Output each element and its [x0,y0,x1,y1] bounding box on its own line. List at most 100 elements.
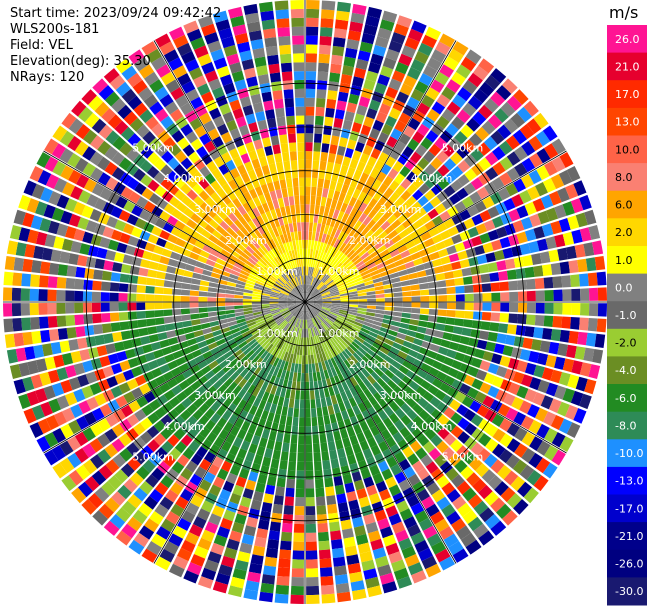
velocity-gate [237,87,249,99]
velocity-gate [239,226,249,236]
velocity-gate [310,336,315,346]
velocity-gate [293,308,300,317]
velocity-gate [487,363,499,375]
velocity-gate [485,252,496,263]
velocity-gate [263,253,272,263]
colorbar-swatch [607,494,647,523]
velocity-gate [341,350,350,360]
velocity-gate [310,204,315,214]
colorbar-swatch [607,439,647,468]
velocity-gate [366,262,377,270]
velocity-gate [364,318,374,324]
velocity-gate [111,151,125,166]
velocity-gate [324,264,331,274]
velocity-gate [459,259,470,269]
velocity-gate [533,475,549,492]
velocity-gate [115,507,131,523]
velocity-gate [235,283,245,289]
velocity-gate [378,183,389,194]
velocity-gate [273,257,281,266]
velocity-gate [194,466,207,479]
velocity-gate [363,428,373,440]
velocity-gate [324,318,333,326]
velocity-gate [450,179,463,192]
velocity-gate [359,41,373,53]
velocity-gate [287,297,297,301]
velocity-gate [315,231,320,242]
velocity-gate [253,454,263,465]
velocity-gate [286,178,293,188]
velocity-gate [389,412,400,424]
velocity-gate [263,352,271,362]
range-ring-label: 2.00km [225,358,267,371]
velocity-gate [328,284,337,290]
velocity-gate [428,309,438,316]
velocity-gate [443,533,459,548]
velocity-gate [288,250,294,260]
velocity-gate [251,177,260,189]
velocity-gate [212,10,228,23]
velocity-gate [467,226,479,238]
velocity-gate [208,375,219,385]
velocity-gate [56,303,66,314]
velocity-gate [327,267,335,276]
velocity-gate [312,327,316,337]
velocity-gate [417,369,428,379]
velocity-gate [92,280,102,291]
velocity-gate [252,376,261,387]
velocity-gate [203,332,214,340]
velocity-gate [265,210,273,221]
velocity-gate [269,260,277,269]
velocity-gate [294,514,305,525]
velocity-gate [33,245,45,260]
velocity-gate [394,140,406,153]
velocity-gate [573,408,587,424]
velocity-gate [326,266,333,275]
velocity-gate [88,95,104,111]
velocity-gate [79,243,91,255]
velocity-gate [265,318,275,325]
velocity-gate [226,240,236,250]
velocity-gate [295,106,305,116]
velocity-gate [340,302,350,305]
velocity-gate [366,175,376,187]
velocity-gate [252,309,262,313]
velocity-gate [91,470,107,486]
velocity-gate [313,381,319,391]
velocity-gate [277,27,290,37]
velocity-gate [202,269,212,277]
velocity-gate [558,218,571,232]
velocity-gate [321,361,327,371]
velocity-gate [256,379,265,389]
velocity-gate [222,388,232,399]
velocity-gate [559,152,574,168]
velocity-gate [338,401,346,412]
velocity-gate [250,554,264,565]
velocity-gate [430,79,445,93]
velocity-gate [47,303,57,315]
velocity-gate [382,342,392,351]
velocity-gate [120,186,134,200]
velocity-gate [181,195,193,207]
velocity-gate [297,444,305,453]
velocity-gate [317,71,329,82]
velocity-gate [166,378,178,389]
colorbar-tick-label: -1.0 [615,309,636,322]
velocity-gate [287,300,297,302]
velocity-gate [201,153,213,166]
velocity-gate [419,314,429,321]
velocity-gate [305,452,313,462]
velocity-gate [125,348,136,359]
velocity-gate [445,279,456,287]
velocity-gate [370,223,381,233]
velocity-gate [464,154,477,168]
velocity-gate [434,136,447,150]
velocity-gate [272,449,281,460]
velocity-gate [289,241,294,251]
velocity-gate [220,517,233,530]
velocity-gate [136,124,150,138]
velocity-gate [469,457,483,471]
velocity-gate [310,354,315,364]
velocity-gate [327,189,335,199]
velocity-gate [282,215,289,225]
